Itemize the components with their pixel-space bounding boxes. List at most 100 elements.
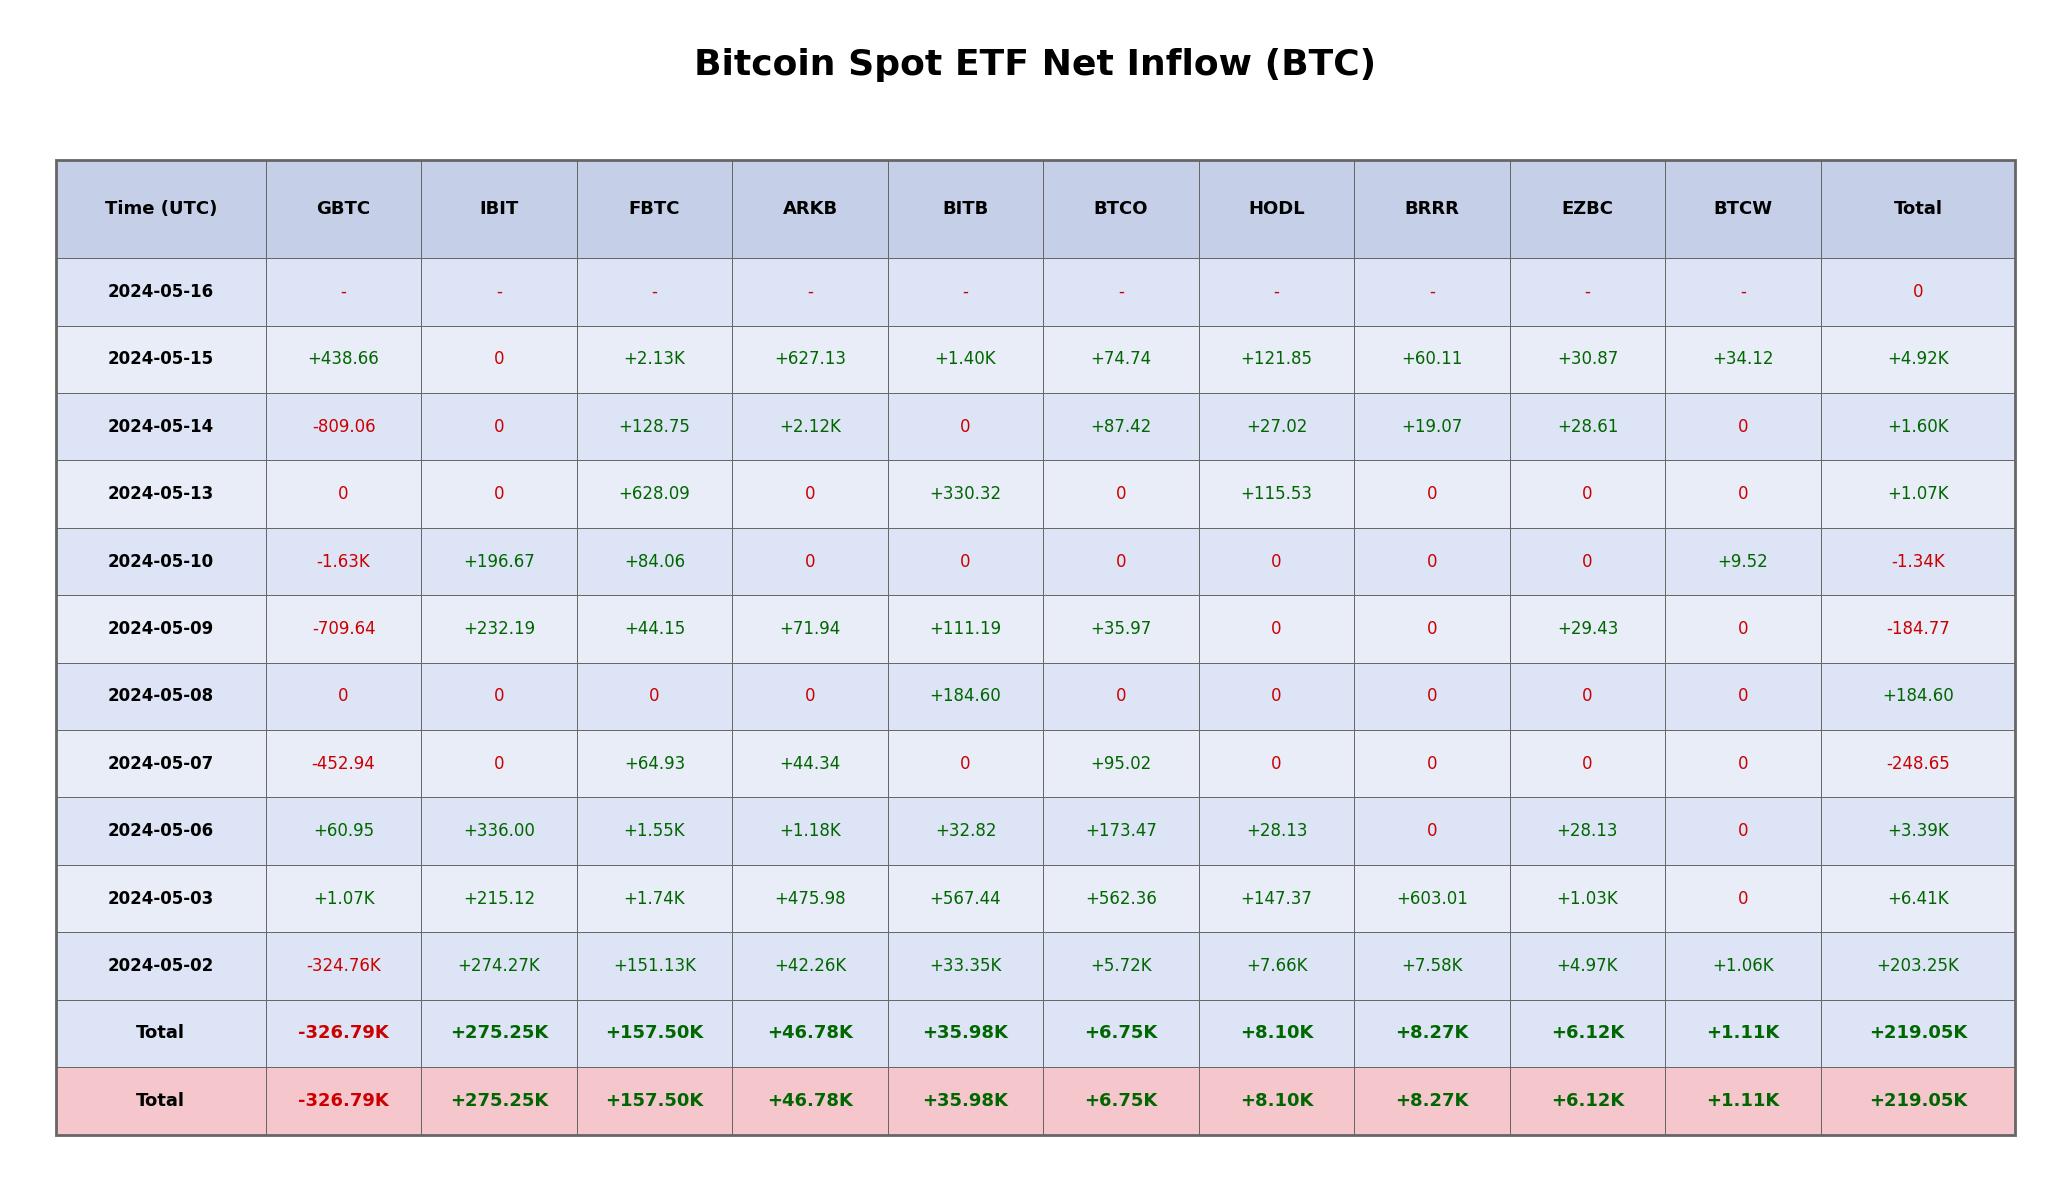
Bar [733, 663, 888, 731]
Bar [56, 258, 265, 326]
Text: +8.27K: +8.27K [1396, 1092, 1468, 1110]
Bar [733, 595, 888, 663]
Text: BTCW: BTCW [1713, 201, 1773, 219]
Bar [1199, 1067, 1354, 1135]
Bar [265, 663, 420, 731]
Text: +111.19: +111.19 [930, 620, 1002, 638]
Text: IBIT: IBIT [480, 201, 518, 219]
Bar [1354, 527, 1510, 595]
Bar [1820, 865, 2015, 933]
Text: +35.98K: +35.98K [922, 1092, 1009, 1110]
Bar [1199, 160, 1354, 258]
Text: 0: 0 [1427, 485, 1437, 503]
Text: +44.34: +44.34 [779, 754, 841, 772]
Bar [733, 326, 888, 393]
Bar [1665, 326, 1820, 393]
Text: +1.07K: +1.07K [313, 890, 375, 908]
Bar [420, 160, 578, 258]
Text: -1.34K: -1.34K [1891, 552, 1945, 570]
Text: +7.58K: +7.58K [1402, 958, 1462, 975]
Bar [888, 595, 1044, 663]
Text: -: - [1584, 283, 1591, 301]
Bar [1820, 1000, 2015, 1067]
Bar [578, 461, 733, 527]
Text: -: - [497, 283, 501, 301]
Text: 0: 0 [961, 552, 971, 570]
Text: +9.52: +9.52 [1717, 552, 1769, 570]
Text: 0: 0 [806, 688, 816, 706]
Bar [578, 1000, 733, 1067]
Bar [265, 731, 420, 797]
Text: +274.27K: +274.27K [458, 958, 541, 975]
Bar [1510, 326, 1665, 393]
Bar [1510, 160, 1665, 258]
Bar [1665, 797, 1820, 865]
Text: +151.13K: +151.13K [613, 958, 696, 975]
Text: +6.41K: +6.41K [1887, 890, 1949, 908]
Text: 0: 0 [1116, 688, 1127, 706]
Bar [56, 160, 265, 258]
Bar [888, 258, 1044, 326]
Bar [1665, 933, 1820, 1000]
Bar [733, 160, 888, 258]
Bar [420, 1067, 578, 1135]
Bar [1510, 1000, 1665, 1067]
Text: +1.74K: +1.74K [623, 890, 686, 908]
Bar [1820, 663, 2015, 731]
Text: -248.65: -248.65 [1887, 754, 1949, 772]
Bar [888, 326, 1044, 393]
Bar [1199, 933, 1354, 1000]
Text: 2024-05-07: 2024-05-07 [108, 754, 213, 772]
Bar [1354, 326, 1510, 393]
Text: +336.00: +336.00 [464, 822, 534, 840]
Text: +71.94: +71.94 [779, 620, 841, 638]
Bar [888, 731, 1044, 797]
Bar [265, 865, 420, 933]
Bar [265, 326, 420, 393]
Bar [1665, 258, 1820, 326]
Text: -326.79K: -326.79K [298, 1092, 389, 1110]
Text: +46.78K: +46.78K [766, 1092, 853, 1110]
Text: +6.12K: +6.12K [1551, 1092, 1624, 1110]
Text: Total: Total [1893, 201, 1943, 219]
Text: 0: 0 [1738, 822, 1748, 840]
Text: -: - [1274, 283, 1280, 301]
Bar [1354, 1000, 1510, 1067]
Bar [1044, 326, 1199, 393]
Bar [56, 595, 265, 663]
Bar [56, 393, 265, 461]
Bar [578, 326, 733, 393]
Text: +215.12: +215.12 [464, 890, 534, 908]
Bar [578, 933, 733, 1000]
Bar [733, 258, 888, 326]
Bar [888, 1000, 1044, 1067]
Text: 0: 0 [1738, 620, 1748, 638]
Bar [888, 933, 1044, 1000]
Bar [420, 258, 578, 326]
Bar [1820, 527, 2015, 595]
Bar [578, 595, 733, 663]
Bar [420, 595, 578, 663]
Bar [1820, 595, 2015, 663]
Text: +475.98: +475.98 [775, 890, 845, 908]
Text: +2.12K: +2.12K [779, 418, 841, 436]
Bar [420, 326, 578, 393]
Text: +562.36: +562.36 [1085, 890, 1158, 908]
Bar [1820, 461, 2015, 527]
Bar [1199, 1000, 1354, 1067]
Text: 0: 0 [1738, 418, 1748, 436]
Bar [265, 595, 420, 663]
Bar [1665, 663, 1820, 731]
Text: BTCO: BTCO [1093, 201, 1147, 219]
Text: +84.06: +84.06 [623, 552, 686, 570]
Bar [1199, 731, 1354, 797]
Text: 2024-05-16: 2024-05-16 [108, 283, 213, 301]
Bar [1665, 160, 1820, 258]
Text: -184.77: -184.77 [1887, 620, 1949, 638]
Text: +147.37: +147.37 [1241, 890, 1313, 908]
Bar [420, 933, 578, 1000]
Bar [420, 797, 578, 865]
Bar [56, 731, 265, 797]
Text: 0: 0 [806, 552, 816, 570]
Text: +28.61: +28.61 [1557, 418, 1617, 436]
